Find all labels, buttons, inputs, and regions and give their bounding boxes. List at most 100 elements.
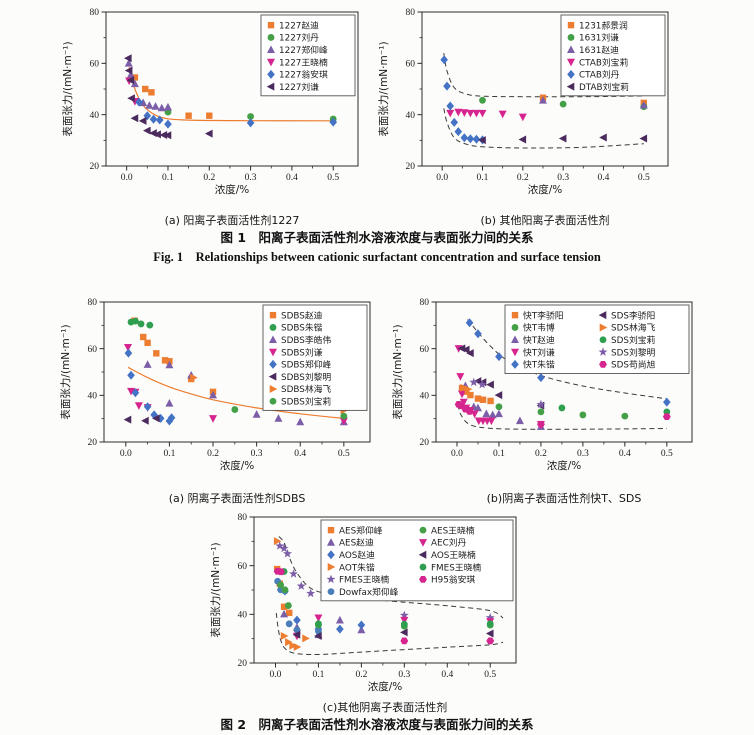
x-tick-label: 0.2 bbox=[355, 670, 367, 680]
triangle-right-marker bbox=[293, 642, 302, 651]
triangle-left-marker bbox=[400, 628, 408, 637]
x-tick-label: 0.1 bbox=[163, 449, 175, 459]
x-tick-label: 0.0 bbox=[436, 173, 448, 183]
series-4 bbox=[275, 541, 495, 622]
triangle-down-marker bbox=[487, 417, 496, 426]
triangle-up-marker bbox=[163, 102, 172, 111]
circle-marker bbox=[327, 588, 335, 596]
legend-label: 快T韦博 bbox=[523, 322, 555, 334]
triangle-down-marker bbox=[314, 614, 323, 623]
diamond-marker bbox=[446, 101, 455, 111]
circle-marker bbox=[315, 620, 322, 628]
diamond-marker bbox=[460, 133, 469, 143]
triangle-left-marker bbox=[124, 66, 133, 75]
circle-marker bbox=[419, 526, 427, 534]
triangle-right-marker bbox=[190, 373, 198, 382]
chart-cationic-1227-plot: 0.0 0.1 0.2 0.3 0.4 0.5 20 40 60 80 浓度/% 表面张力/(mN·m… bbox=[61, 8, 359, 196]
series-1 bbox=[495, 403, 629, 420]
x-axis-label: 浓度/% bbox=[368, 680, 403, 693]
diamond-marker bbox=[156, 413, 165, 423]
y-tick-label: 20 bbox=[90, 162, 100, 172]
y-tick-label: 60 bbox=[238, 562, 248, 572]
legend-label: CTAB刘丹 bbox=[579, 69, 620, 81]
y-axis-label: 表面张力/(mN·m⁻¹) bbox=[209, 542, 222, 637]
series-3 bbox=[273, 537, 310, 651]
y-tick-label: 80 bbox=[420, 298, 430, 308]
triangle-right-marker bbox=[464, 385, 473, 394]
triangle-left-marker bbox=[418, 550, 427, 559]
triangle-up-marker bbox=[639, 100, 648, 109]
circle-marker bbox=[340, 412, 348, 420]
legend-label: 1227翁安琪 bbox=[279, 69, 328, 81]
triangle-right-marker bbox=[327, 563, 336, 572]
square-marker bbox=[567, 21, 575, 29]
chart-cationic-1227-caption: (a) 阳离子表面活性剂1227 bbox=[164, 214, 300, 227]
triangle-down-marker bbox=[269, 348, 277, 357]
x-axis-label: 浓度/% bbox=[547, 459, 582, 472]
legend: 快T李骄阳快T韦博快T赵迪快T刘谦快T朱锴SDS李骄阳SDS林海飞SDS刘宝莉S… bbox=[504, 304, 690, 374]
axes: 0.0 0.1 0.2 0.3 0.4 0.5 20 40 60 80 浓度/% 表面张力/(mN·m… bbox=[391, 298, 693, 472]
x-tick-label: 0.0 bbox=[451, 449, 463, 459]
diamond-marker bbox=[474, 329, 482, 339]
x-tick-label: 0.1 bbox=[312, 670, 324, 680]
y-axis-label: 表面张力/(mN·m⁻¹) bbox=[59, 324, 72, 419]
triangle-up-marker bbox=[335, 615, 344, 624]
circle-marker bbox=[400, 620, 408, 628]
square-marker bbox=[131, 74, 139, 81]
triangle-right-marker bbox=[273, 537, 282, 546]
circle-marker bbox=[567, 34, 575, 41]
series-0 bbox=[131, 317, 217, 396]
triangle-down-marker bbox=[134, 402, 143, 410]
chart-other-anionic: 0.0 0.1 0.2 0.3 0.4 0.5 20 40 60 80 浓度/% 表面张力/(mN·m… bbox=[208, 508, 530, 715]
legend-label: 1227刘谦 bbox=[279, 81, 319, 93]
square-marker bbox=[140, 333, 147, 341]
legend-label: 快T赵迪 bbox=[523, 334, 555, 346]
legend-label: AOS王晓楠 bbox=[431, 549, 476, 561]
triangle-left-marker bbox=[123, 415, 132, 424]
chart-other-anionic-plot: 0.0 0.1 0.2 0.3 0.4 0.5 20 40 60 80 浓度/% 表面张力/(mN·m… bbox=[209, 513, 517, 693]
triangle-down-marker bbox=[400, 616, 409, 625]
triangle-left-marker bbox=[138, 116, 147, 125]
star-marker bbox=[477, 379, 487, 389]
triangle-up-marker bbox=[151, 102, 160, 110]
triangle-up-marker bbox=[165, 360, 174, 369]
y-tick-label: 80 bbox=[88, 298, 98, 308]
triangle-up-marker bbox=[130, 79, 139, 88]
diamond-marker bbox=[465, 318, 474, 328]
hexagon-marker bbox=[537, 420, 545, 428]
envelope-curve-1 bbox=[275, 613, 504, 656]
circle-marker bbox=[277, 581, 285, 589]
diamond-marker bbox=[454, 127, 463, 137]
legend-label: SDBS郑仰峰 bbox=[281, 359, 331, 371]
x-tick-label: 0.2 bbox=[203, 173, 215, 183]
square-marker bbox=[206, 112, 213, 119]
legend-label: AOT朱锴 bbox=[339, 561, 375, 573]
envelope-curve-1 bbox=[457, 404, 667, 430]
circle-marker bbox=[293, 626, 301, 634]
diamond-marker bbox=[167, 413, 176, 423]
series-6 bbox=[460, 383, 473, 394]
legend-label: FMES王晓楠 bbox=[431, 561, 481, 573]
diamond-marker bbox=[472, 134, 481, 144]
diamond-marker bbox=[246, 118, 255, 128]
legend-label: FMES王晓楠 bbox=[339, 574, 389, 586]
triangle-left-marker bbox=[292, 630, 301, 639]
series-5 bbox=[124, 54, 213, 140]
series-1 bbox=[127, 317, 154, 329]
triangle-up-marker bbox=[139, 98, 148, 107]
diamond-marker bbox=[293, 615, 301, 625]
hexagon-marker bbox=[486, 637, 495, 645]
x-tick-label: 0.4 bbox=[619, 449, 631, 459]
x-tick-label: 0.0 bbox=[121, 173, 133, 183]
x-tick-label: 0.3 bbox=[398, 670, 410, 680]
y-tick-label: 40 bbox=[90, 111, 100, 121]
x-tick-label: 0.0 bbox=[270, 670, 282, 680]
y-tick-label: 60 bbox=[88, 345, 98, 355]
legend-label: 快T朱锴 bbox=[523, 359, 555, 371]
star-marker bbox=[598, 347, 608, 356]
triangle-left-marker bbox=[130, 114, 139, 123]
series-7 bbox=[558, 404, 671, 416]
chart-anionic-sdbs-caption: (a) 阴离子表面活性剂SDBS bbox=[168, 492, 306, 505]
y-tick-label: 80 bbox=[90, 8, 100, 18]
triangle-up-marker bbox=[269, 335, 277, 344]
